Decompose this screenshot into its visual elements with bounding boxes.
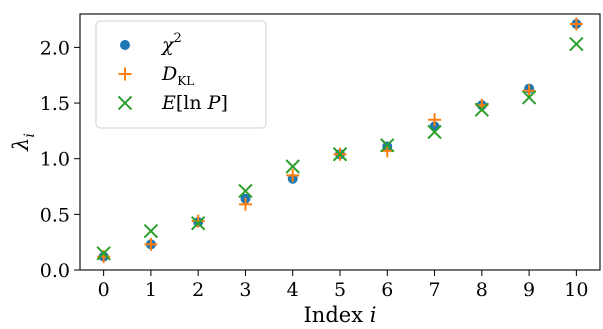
point-x-d2 <box>285 159 300 174</box>
legend-marker-x-d2 <box>117 95 133 111</box>
point-x <box>521 90 537 105</box>
point-plus <box>191 214 205 228</box>
x-tick-label: 9 <box>523 279 535 301</box>
y-tick-label: 1.5 <box>40 93 70 115</box>
point-x <box>143 223 159 239</box>
point-x <box>190 216 206 231</box>
point-x-d2 <box>190 216 206 231</box>
point-x-d2 <box>332 147 348 162</box>
point-x-d2 <box>474 102 490 117</box>
y-axis-ticks: 0.0 0.5 1.0 1.5 2.0 <box>40 37 80 282</box>
point-plus <box>238 197 252 211</box>
legend-e: E <box>161 92 176 114</box>
legend-label-dkl: DKL <box>161 63 194 88</box>
legend-marker-plus <box>118 67 132 81</box>
point-x-d2 <box>427 124 442 140</box>
point-x <box>238 183 253 199</box>
point-x <box>285 159 300 174</box>
point-x-d2 <box>143 223 159 239</box>
point-plus <box>569 17 583 31</box>
x-tick-label: 3 <box>239 279 251 301</box>
y-tick-label: 2.0 <box>40 37 70 59</box>
x-axis-label-var: i <box>370 303 377 327</box>
y-tick-label: 1.0 <box>40 149 70 171</box>
y-tick-label: 0.0 <box>40 260 70 282</box>
legend-d: D <box>161 63 177 85</box>
point-x-d2 <box>521 90 537 105</box>
x-axis-label: Index i <box>304 303 377 327</box>
point-x-d2 <box>380 138 395 153</box>
x-tick-label: 5 <box>334 279 346 301</box>
x-tick-label: 4 <box>287 279 299 301</box>
point-x-d2 <box>96 246 111 261</box>
legend-label-chi2: χ2 <box>160 31 182 56</box>
legend-kl-sub: KL <box>177 74 194 88</box>
series-1 <box>97 17 583 264</box>
legend-p: P <box>207 92 222 114</box>
point-x-d2 <box>569 36 584 52</box>
data-marks <box>96 17 584 264</box>
point-x <box>474 102 490 117</box>
point-plus <box>144 237 158 251</box>
legend-chi: χ <box>160 34 175 56</box>
x-tick-label: 10 <box>564 279 588 301</box>
y-axis-label-subscript: i <box>22 133 38 137</box>
y-axis-label: λi <box>9 133 38 152</box>
legend-ln: [ln <box>176 92 208 114</box>
point-x <box>427 124 442 140</box>
x-tick-label: 0 <box>98 279 110 301</box>
legend-box <box>95 20 267 129</box>
x-tick-label: 2 <box>192 279 204 301</box>
point-plus <box>428 113 442 127</box>
point-plus <box>522 84 536 98</box>
x-tick-label: 1 <box>145 279 157 301</box>
point-x <box>380 138 395 153</box>
x-axis-ticks: 0 1 2 3 4 5 6 7 8 9 10 <box>98 270 588 301</box>
legend-marker-x <box>117 95 133 111</box>
y-axis-label-symbol: λ <box>9 138 33 152</box>
y-tick-label: 0.5 <box>40 204 70 226</box>
legend-chi-sup: 2 <box>174 31 182 46</box>
x-tick-label: 7 <box>428 279 440 301</box>
point-x <box>569 36 584 52</box>
point-x <box>96 246 111 261</box>
x-tick-label: 6 <box>381 279 393 301</box>
series-2 <box>96 36 584 261</box>
point-x-d2 <box>238 183 253 199</box>
x-axis-label-word: Index <box>304 303 364 327</box>
point-plus <box>286 168 300 182</box>
point-x <box>332 147 348 162</box>
legend-close: ] <box>220 92 227 114</box>
legend-label-elnp: E[ln P] <box>161 92 228 114</box>
legend-marker-circle <box>120 40 130 50</box>
x-tick-label: 8 <box>476 279 488 301</box>
